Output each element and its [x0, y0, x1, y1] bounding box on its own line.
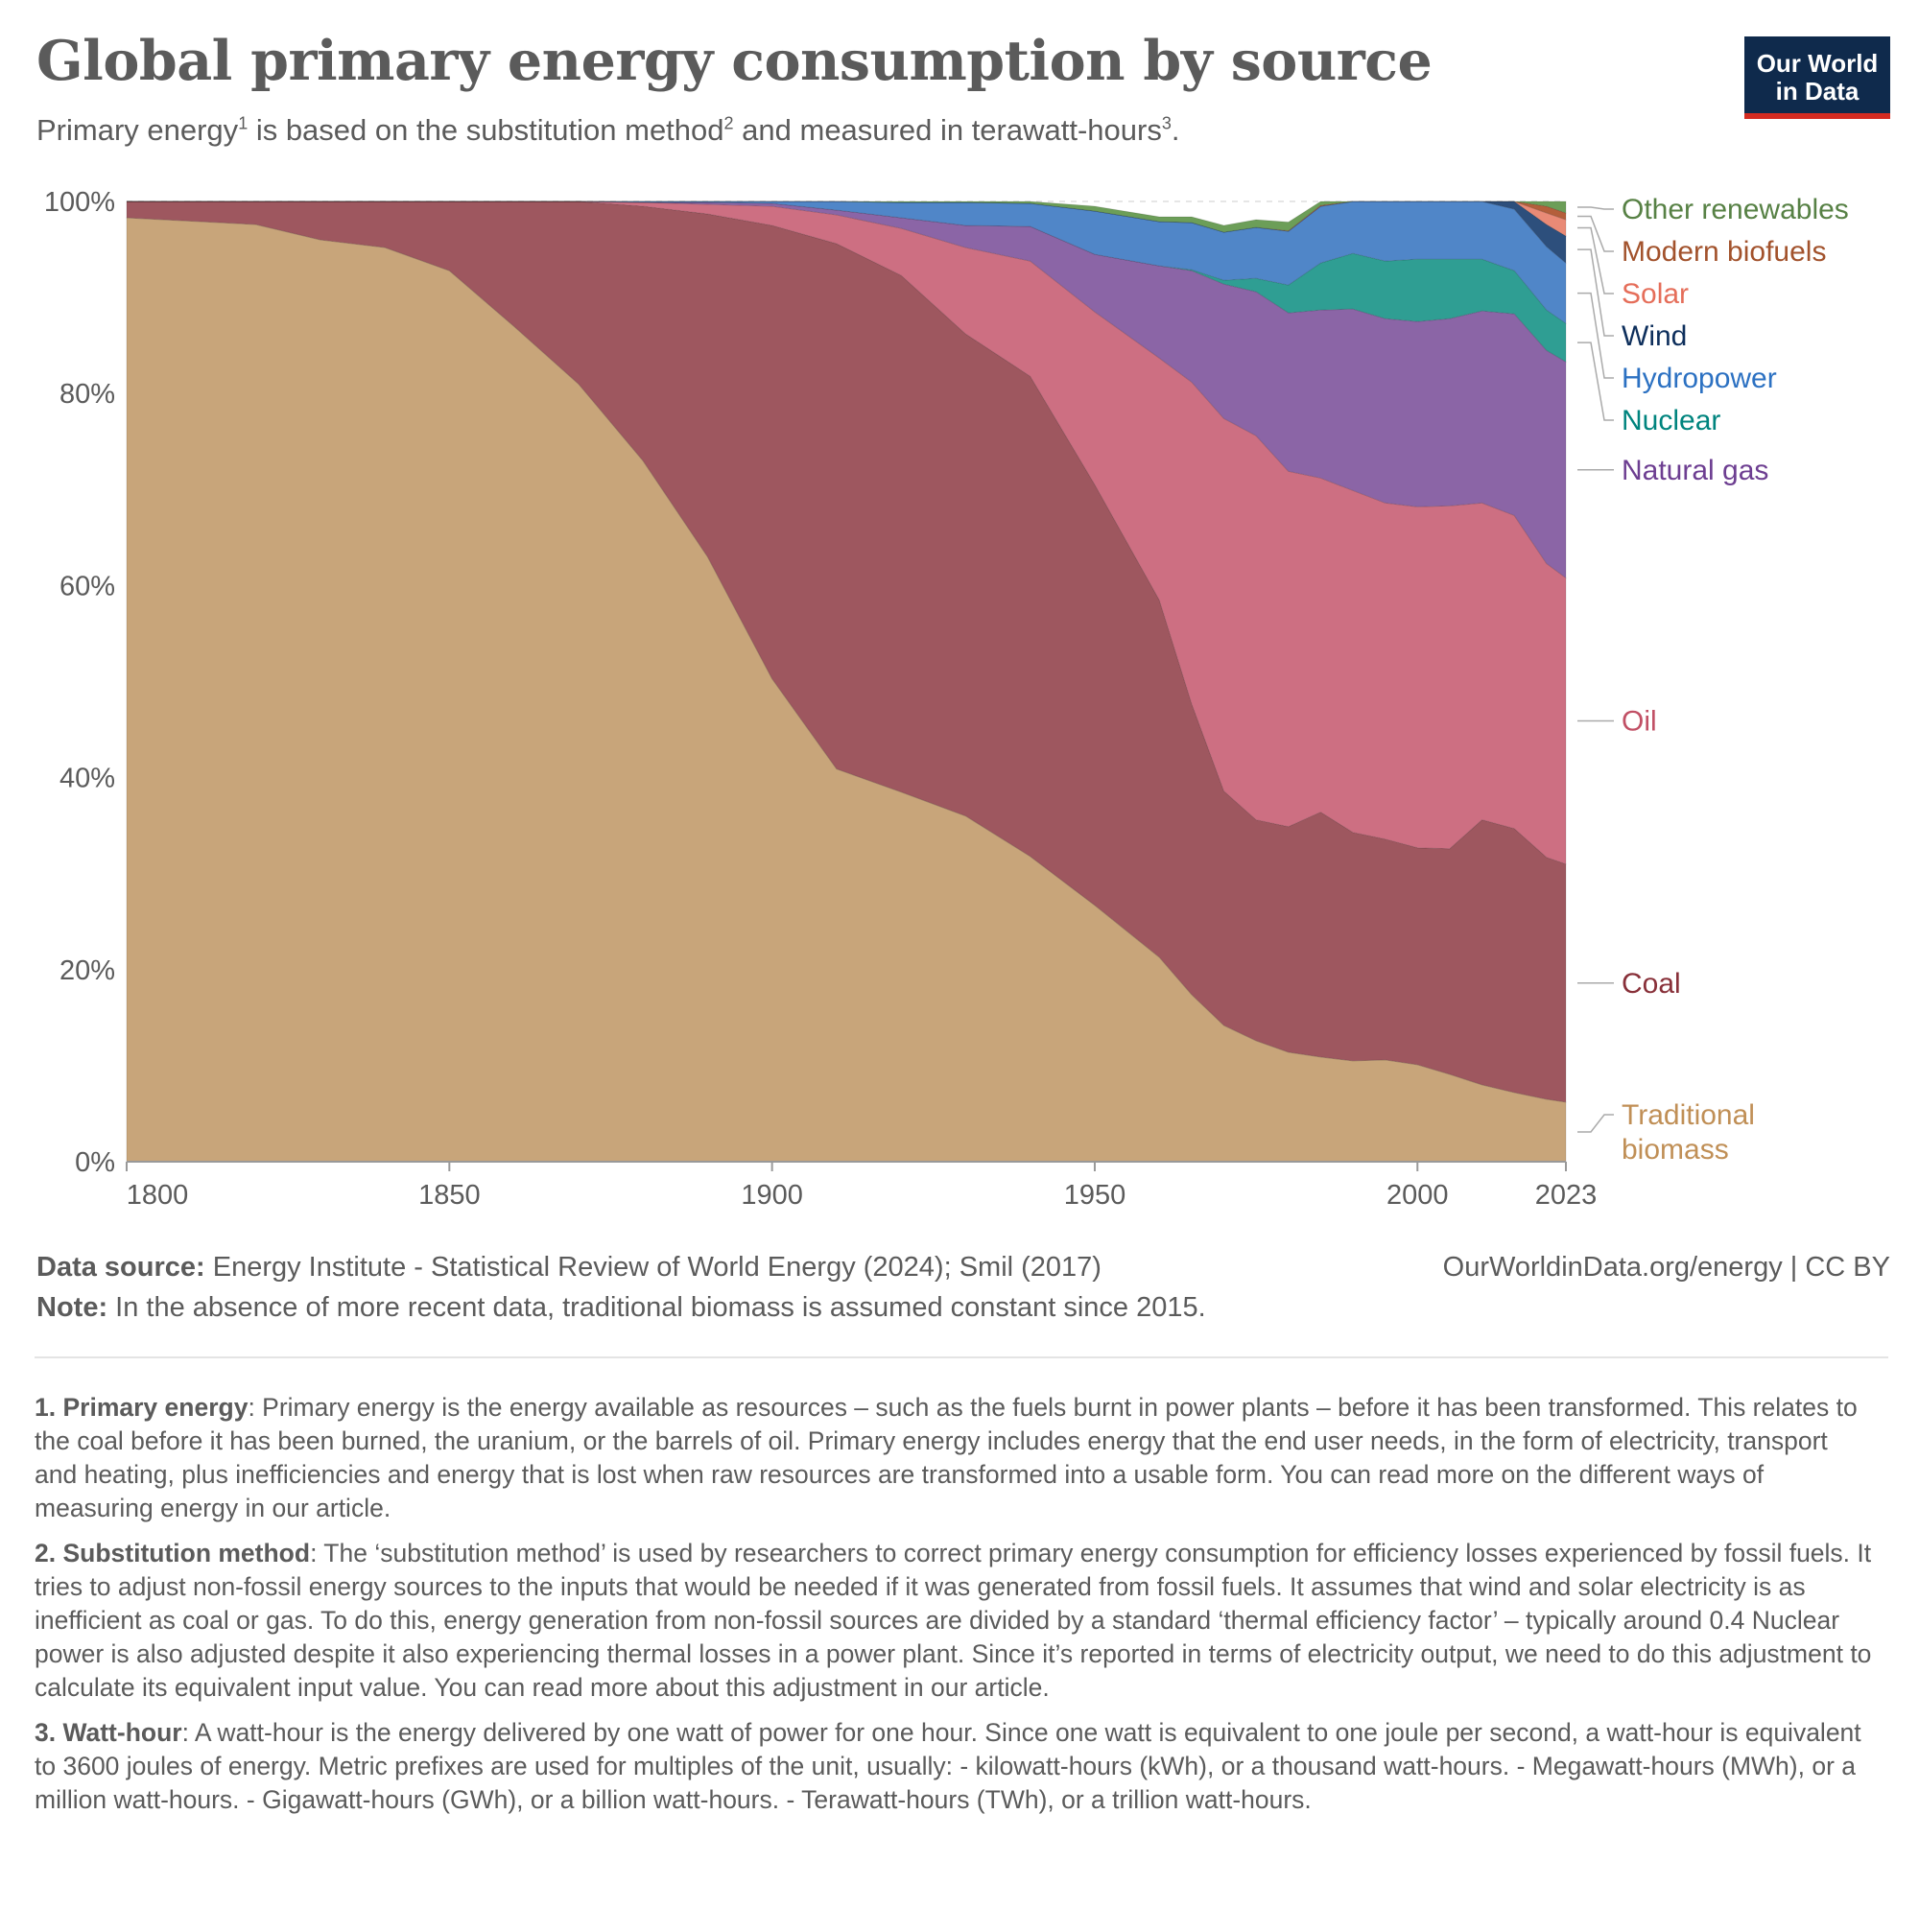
source-notes: Data source: Energy Institute - Statisti… — [36, 1247, 1888, 1328]
y-tick-label: 20% — [59, 955, 115, 986]
stacked-area-chart: 1800 1850 1900 1950 2000 2023 0% 20% 40% 60% 80% 1… — [44, 187, 1849, 1211]
y-tick-label: 0% — [75, 1147, 115, 1178]
area-series — [126, 200, 1567, 1163]
legend-connector — [1577, 292, 1614, 379]
area-wind — [127, 200, 1567, 265]
x-axis: 1800 1850 1900 1950 2000 2023 — [126, 1161, 1598, 1211]
y-tick-label: 80% — [59, 379, 115, 410]
area-other-renewables — [127, 200, 1567, 233]
y-axis: 0% 20% 40% 60% 80% 100% — [44, 187, 115, 1178]
area-modern-biofuels — [127, 200, 1567, 233]
x-tick-label: 1800 — [127, 1180, 189, 1211]
y-tick-label: 100% — [44, 187, 115, 218]
note-line: Note: In the absence of more recent data… — [36, 1292, 1206, 1323]
area-coal — [126, 200, 1567, 1103]
legend-label: Traditional — [1622, 1099, 1755, 1131]
logo-line-1: Our World — [1756, 49, 1879, 78]
legend-connector — [1577, 342, 1614, 421]
chart-subtitle: Primary energy1 is based on the substitu… — [36, 113, 1180, 147]
legend-label: biomass — [1622, 1134, 1729, 1166]
legend-label: Modern biofuels — [1622, 236, 1826, 268]
x-tick-label: 2023 — [1535, 1180, 1598, 1211]
logo-accent-bar — [1744, 113, 1890, 119]
logo-line-2: in Data — [1775, 77, 1860, 106]
footnote-3: 3. Watt-hour: A watt-hour is the energy … — [35, 1718, 1861, 1814]
legend-label: Hydropower — [1622, 363, 1777, 394]
x-tick-label: 1950 — [1064, 1180, 1126, 1211]
legend-label: Wind — [1622, 320, 1687, 352]
legend-label: Coal — [1622, 968, 1681, 1000]
credit-link[interactable]: OurWorldinData.org/energy | CC BY — [1442, 1252, 1890, 1283]
footnote-2: 2. Substitution method: The ‘substitutio… — [35, 1539, 1872, 1702]
legend-connector — [1577, 206, 1614, 210]
owid-logo[interactable]: Our World in Data — [1744, 36, 1890, 119]
legend-connector — [1577, 248, 1614, 337]
area-solar — [127, 200, 1567, 237]
area-hydropower — [127, 200, 1567, 325]
y-tick-label: 60% — [59, 571, 115, 601]
legend-connector — [1577, 1114, 1614, 1133]
chart-title: Global primary energy consumption by sou… — [36, 29, 1433, 93]
x-tick-label: 2000 — [1386, 1180, 1449, 1211]
legend-label: Natural gas — [1622, 455, 1768, 486]
legend-label: Nuclear — [1622, 405, 1720, 436]
legend-label: Other renewables — [1622, 194, 1849, 225]
legend-label: Solar — [1622, 278, 1689, 310]
legend-label: Oil — [1622, 706, 1657, 738]
y-tick-label: 40% — [59, 764, 115, 794]
legend-connector — [1577, 215, 1614, 252]
legend-connector — [1577, 226, 1614, 295]
x-tick-label: 1900 — [741, 1180, 803, 1211]
footnotes: 1. Primary energy: Primary energy is the… — [35, 1391, 1877, 1828]
divider — [35, 1356, 1888, 1358]
data-source-line: Data source: Energy Institute - Statisti… — [36, 1252, 1102, 1283]
footnote-1: 1. Primary energy: Primary energy is the… — [35, 1393, 1858, 1522]
x-tick-label: 1850 — [418, 1180, 481, 1211]
